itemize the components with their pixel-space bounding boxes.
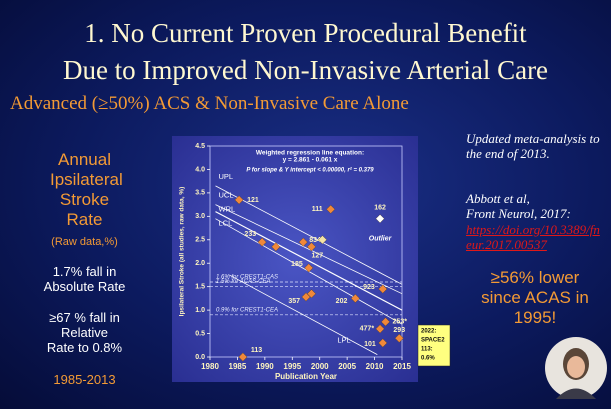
point-label: 202: [336, 298, 348, 305]
y-tick-label: 2.5: [195, 237, 205, 244]
point-label: 357: [288, 298, 300, 305]
x-tick-label: 1980: [201, 362, 219, 371]
y-tick-label: 4.5: [195, 143, 205, 150]
fit-line-label: UPL: [218, 172, 233, 181]
x-axis-label: Publication Year: [275, 372, 337, 381]
x-tick-label: 1990: [256, 362, 274, 371]
y-tick-label: 0.0: [195, 354, 205, 361]
inset-note: SPACE2: [421, 338, 445, 344]
inset-note: 0.6%: [421, 356, 435, 362]
y-tick-label: 1.0: [195, 307, 205, 314]
point-label: 127: [311, 253, 323, 260]
x-tick-label: 2015: [393, 362, 411, 371]
point-label: 253*: [393, 319, 408, 326]
fit-line-label: LPL: [337, 336, 350, 345]
point-label: 101: [364, 341, 376, 348]
chart: 0.0 0.5 1.0 1.5 2.0 2.5 3.0 3.5 4.0 4.5 1980 1985 19…: [0, 0, 611, 409]
equation-text: y = 2.861 - 0.061 x: [283, 157, 338, 164]
y-tick-label: 3.0: [195, 213, 205, 220]
x-tick-label: 2010: [366, 362, 384, 371]
y-axis-label: Ipsilateral Stroke (all studies, raw dat…: [179, 187, 186, 317]
reference-label: 0.9% for CREST1-CEA: [216, 307, 278, 313]
point-label: 923: [363, 284, 375, 291]
y-tick-label: 3.5: [195, 190, 205, 197]
fit-line-label: UCL: [218, 191, 233, 200]
x-tick-label: 2005: [338, 362, 356, 371]
point-label: 111: [312, 206, 323, 213]
y-tick-label: 0.5: [195, 330, 205, 337]
slide: 1. No Current Proven Procedural Benefit …: [0, 0, 611, 409]
point-label: 162: [374, 205, 386, 212]
inset-note: 2022:: [421, 329, 436, 335]
point-label: 477*: [360, 326, 375, 333]
point-label: 121: [247, 197, 259, 204]
fit-line-label: WRL: [218, 205, 235, 214]
point-label: 185: [291, 261, 303, 268]
equation-text: P for slope & Y intercept < 0.00000, r² …: [246, 167, 374, 174]
equation-text: Weighted regression line equation:: [256, 150, 364, 157]
point-label: 293: [393, 327, 405, 334]
fit-line-label: LCL: [218, 219, 232, 228]
x-tick-label: 1995: [283, 362, 301, 371]
presenter-photo: [545, 337, 607, 399]
y-tick-label: 1.5: [195, 284, 205, 291]
x-tick-label: 1985: [229, 362, 247, 371]
outlier-label: Outlier: [369, 236, 393, 243]
inset-note: 113:: [421, 347, 433, 353]
x-tick-label: 2000: [311, 362, 329, 371]
point-label: 113: [251, 347, 262, 354]
point-label: 233: [244, 231, 256, 238]
y-tick-label: 2.0: [195, 260, 205, 267]
y-tick-label: 4.0: [195, 166, 205, 173]
